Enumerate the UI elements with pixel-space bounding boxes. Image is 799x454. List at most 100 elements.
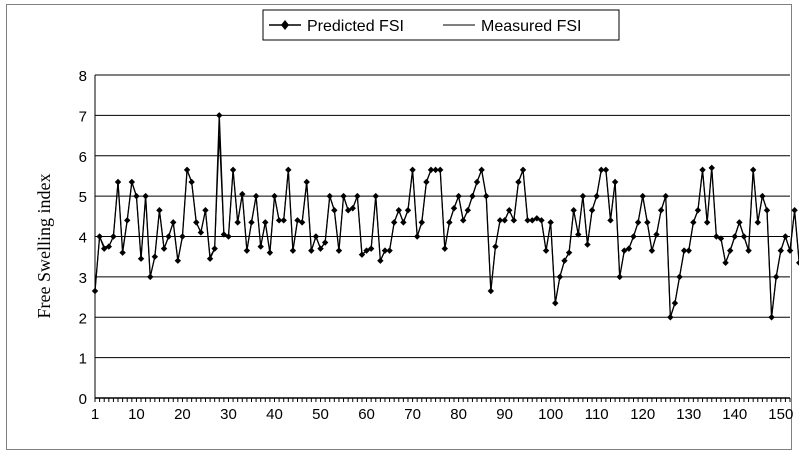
predicted-point xyxy=(294,217,301,224)
predicted-point xyxy=(409,166,416,174)
predicted-point xyxy=(680,247,688,254)
predicted-point xyxy=(763,207,771,214)
predicted-point xyxy=(749,166,757,174)
predicted-point xyxy=(731,233,738,240)
predicted-point xyxy=(377,257,384,264)
predicted-point xyxy=(266,249,274,256)
predicted-point xyxy=(436,166,444,174)
predicted-point xyxy=(621,247,628,254)
predicted-point xyxy=(312,233,320,240)
predicted-point xyxy=(524,217,531,224)
x-tick-label: 20 xyxy=(174,406,191,423)
predicted-point xyxy=(404,207,412,214)
predicted-point xyxy=(616,273,623,281)
predicted-point xyxy=(736,219,743,226)
predicted-point xyxy=(745,247,752,254)
predicted-point xyxy=(593,192,600,200)
predicted-point xyxy=(708,164,715,172)
predicted-point xyxy=(225,233,232,240)
predicted-point xyxy=(326,192,333,200)
predicted-point xyxy=(188,178,195,186)
predicted-point xyxy=(584,241,591,248)
y-tick-label: 8 xyxy=(79,68,87,85)
legend-predicted-label: Predicted FSI xyxy=(307,18,404,35)
predicted-point xyxy=(671,299,679,307)
predicted-point xyxy=(358,251,366,258)
predicted-point xyxy=(271,192,278,200)
predicted-point xyxy=(96,233,103,240)
predicted-point xyxy=(464,207,472,214)
predicted-point xyxy=(252,192,260,200)
x-tick-label: 150 xyxy=(768,406,793,423)
predicted-point xyxy=(492,243,499,250)
predicted-point xyxy=(321,239,329,246)
predicted-point xyxy=(611,178,619,186)
predicted-point xyxy=(298,219,306,226)
predicted-point xyxy=(381,247,389,254)
predicted-point xyxy=(418,219,425,226)
predicted-point xyxy=(151,253,159,260)
predicted-point xyxy=(460,217,467,224)
legend: Predicted FSI Measured FSI xyxy=(262,9,620,41)
predicted-point xyxy=(676,273,683,281)
predicted-point xyxy=(400,219,407,226)
predicted-point xyxy=(579,192,587,200)
x-tick-label: 1 xyxy=(91,406,99,423)
y-tick-labels: 0 1 2 3 4 5 6 7 8 xyxy=(79,68,87,408)
predicted-point xyxy=(450,205,458,212)
predicted-point xyxy=(501,217,508,224)
y-tick-label: 5 xyxy=(79,189,87,206)
predicted-point xyxy=(390,219,398,226)
predicted-point xyxy=(234,219,241,226)
predicted-point xyxy=(248,219,255,226)
predicted-point xyxy=(239,190,246,198)
predicted-point xyxy=(344,207,352,214)
legend-box xyxy=(262,9,620,41)
predicted-point xyxy=(699,166,706,174)
x-tick-label: 130 xyxy=(676,406,701,423)
predicted-point xyxy=(285,166,292,174)
predicted-point xyxy=(114,178,122,186)
predicted-point xyxy=(634,219,642,226)
predicted-point xyxy=(740,233,748,240)
predicted-point xyxy=(308,247,315,254)
predicted-point xyxy=(791,207,798,214)
y-tick-label: 2 xyxy=(79,310,87,327)
predicted-point xyxy=(588,207,596,214)
predicted-point xyxy=(717,235,725,242)
predicted-point xyxy=(179,233,186,240)
predicted-point xyxy=(552,299,559,307)
predicted-point xyxy=(211,245,218,252)
y-axis-label: Free Swelling index xyxy=(34,174,54,319)
gridlines xyxy=(95,74,790,359)
series-line-measured xyxy=(94,135,799,318)
predicted-point xyxy=(331,207,338,214)
predicted-point xyxy=(367,245,375,252)
predicted-point xyxy=(547,219,554,226)
predicted-point xyxy=(156,207,163,214)
predicted-point xyxy=(575,231,582,238)
legend-measured-label: Measured FSI xyxy=(481,18,581,35)
predicted-point xyxy=(602,166,610,174)
predicted-point xyxy=(220,231,228,238)
y-tick-label: 3 xyxy=(79,270,87,287)
x-tick-label: 50 xyxy=(312,406,329,423)
predicted-point xyxy=(133,192,140,200)
predicted-point xyxy=(229,166,237,174)
predicted-point xyxy=(170,219,177,226)
predicted-point xyxy=(160,245,168,252)
predicted-point xyxy=(772,273,780,281)
predicted-point xyxy=(519,166,527,174)
predicted-point xyxy=(529,217,536,224)
predicted-point xyxy=(722,259,729,266)
predicted-point xyxy=(257,243,264,250)
predicted-point xyxy=(561,257,568,264)
predicted-point xyxy=(119,249,126,256)
predicted-point xyxy=(446,219,453,226)
x-tick-label: 110 xyxy=(585,406,609,423)
y-tick-label: 4 xyxy=(79,230,87,247)
predicted-point xyxy=(147,273,154,281)
predicted-point xyxy=(796,259,799,266)
predicted-point xyxy=(538,217,545,224)
series-line-predicted xyxy=(94,115,799,318)
